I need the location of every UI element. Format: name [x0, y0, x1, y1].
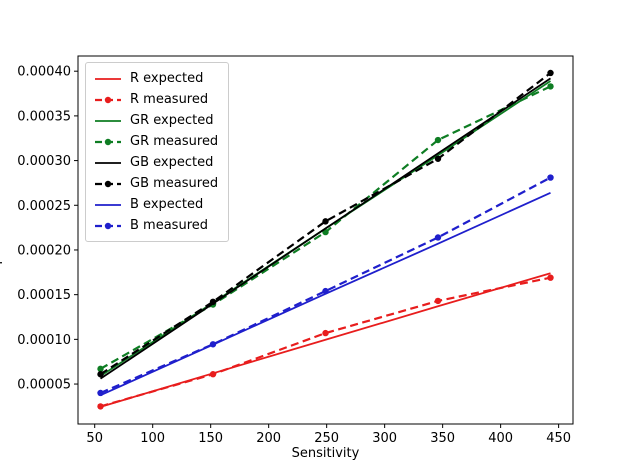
- data-point-marker-r-measured: [209, 371, 217, 378]
- legend-item-b-measured: B measured: [94, 215, 218, 236]
- y-tick-label: 0.00030: [17, 154, 71, 169]
- data-point-marker-r-measured: [322, 329, 329, 337]
- legend-label: B expected: [130, 197, 204, 212]
- data-point-marker-gb-measured: [434, 155, 442, 162]
- legend-label: GB expected: [130, 155, 214, 170]
- x-tick-label: 50: [86, 431, 103, 446]
- data-point-marker-gr-measured: [97, 365, 104, 373]
- legend-swatch-r-expected: [95, 77, 121, 80]
- legend-swatch-b-expected: [95, 203, 121, 206]
- series-line-b-measured: [100, 176, 552, 394]
- y-tick-label: 0.00040: [17, 65, 71, 80]
- data-point-marker-b-measured: [97, 389, 104, 397]
- data-point-marker-b-measured: [209, 341, 217, 348]
- data-point-marker-b-measured: [547, 174, 554, 181]
- data-point-marker-r-measured: [97, 403, 104, 410]
- legend-item-gr-measured: GR measured: [94, 131, 218, 152]
- data-point-marker-gr-measured: [547, 83, 554, 90]
- x-tick-label: 400: [488, 431, 513, 446]
- legend-item-r-measured: R measured: [94, 89, 218, 110]
- legend-label: GB measured: [130, 176, 219, 191]
- y-tick-label: 0.00025: [17, 199, 71, 214]
- data-point-marker-gb-measured: [209, 298, 217, 306]
- data-point-marker-r-measured: [434, 297, 442, 305]
- legend-label: GR measured: [130, 134, 219, 149]
- x-tick-label: 200: [256, 431, 281, 446]
- series-line-gb-expected: [100, 77, 551, 380]
- x-tick-label: 100: [140, 431, 165, 446]
- x-tick-label: 350: [430, 431, 455, 446]
- legend-swatch-gr-expected: [95, 119, 121, 122]
- legend-item-b-expected: B expected: [94, 194, 218, 215]
- legend-item-r-expected: R expected: [94, 68, 218, 89]
- x-tick-label: 450: [546, 431, 571, 446]
- data-point-marker-gb-measured: [97, 371, 104, 378]
- y-tick-label: 0.00015: [17, 288, 71, 303]
- data-point-marker-b-measured: [434, 234, 442, 241]
- y-axis-label: Center patch variance: [0, 167, 3, 313]
- legend-label: R measured: [130, 92, 209, 107]
- y-tick-label: 0.00020: [17, 243, 71, 258]
- series-line-r-measured: [100, 276, 551, 408]
- plot-frame: [77, 55, 574, 425]
- legend-swatch-gb-measured: [95, 180, 121, 187]
- legend-item-gr-expected: GR expected: [94, 110, 218, 131]
- data-point-marker-gb-measured: [322, 218, 329, 225]
- data-point-marker-b-measured: [322, 287, 329, 295]
- x-tick-label: 250: [314, 431, 339, 446]
- legend-swatch-gb-expected: [95, 161, 121, 164]
- data-point-marker-gb-measured: [547, 69, 554, 77]
- legend-swatch-r-measured: [95, 96, 121, 103]
- legend-label: R expected: [130, 71, 204, 86]
- legend-swatch-gr-measured: [95, 138, 121, 145]
- y-tick-label: 0.00035: [17, 109, 71, 124]
- data-point-marker-r-measured: [547, 274, 554, 281]
- legend-item-gb-measured: GB measured: [94, 173, 218, 194]
- x-axis-label: Sensitivity: [291, 446, 360, 461]
- legend-label: B measured: [130, 218, 208, 233]
- y-tick-label: 0.00010: [17, 333, 71, 348]
- legend-label: GR expected: [130, 113, 214, 128]
- series-line-gb-measured: [99, 72, 552, 376]
- legend-swatch-b-measured: [95, 222, 121, 229]
- legend-item-gb-expected: GB expected: [94, 152, 218, 173]
- x-tick-label: 300: [372, 431, 397, 446]
- data-point-marker-gr-measured: [434, 136, 442, 144]
- x-tick-label: 150: [198, 431, 223, 446]
- legend: R expected R measured GR expected GR measur…: [85, 62, 230, 242]
- y-tick-label: 0.00005: [17, 378, 71, 393]
